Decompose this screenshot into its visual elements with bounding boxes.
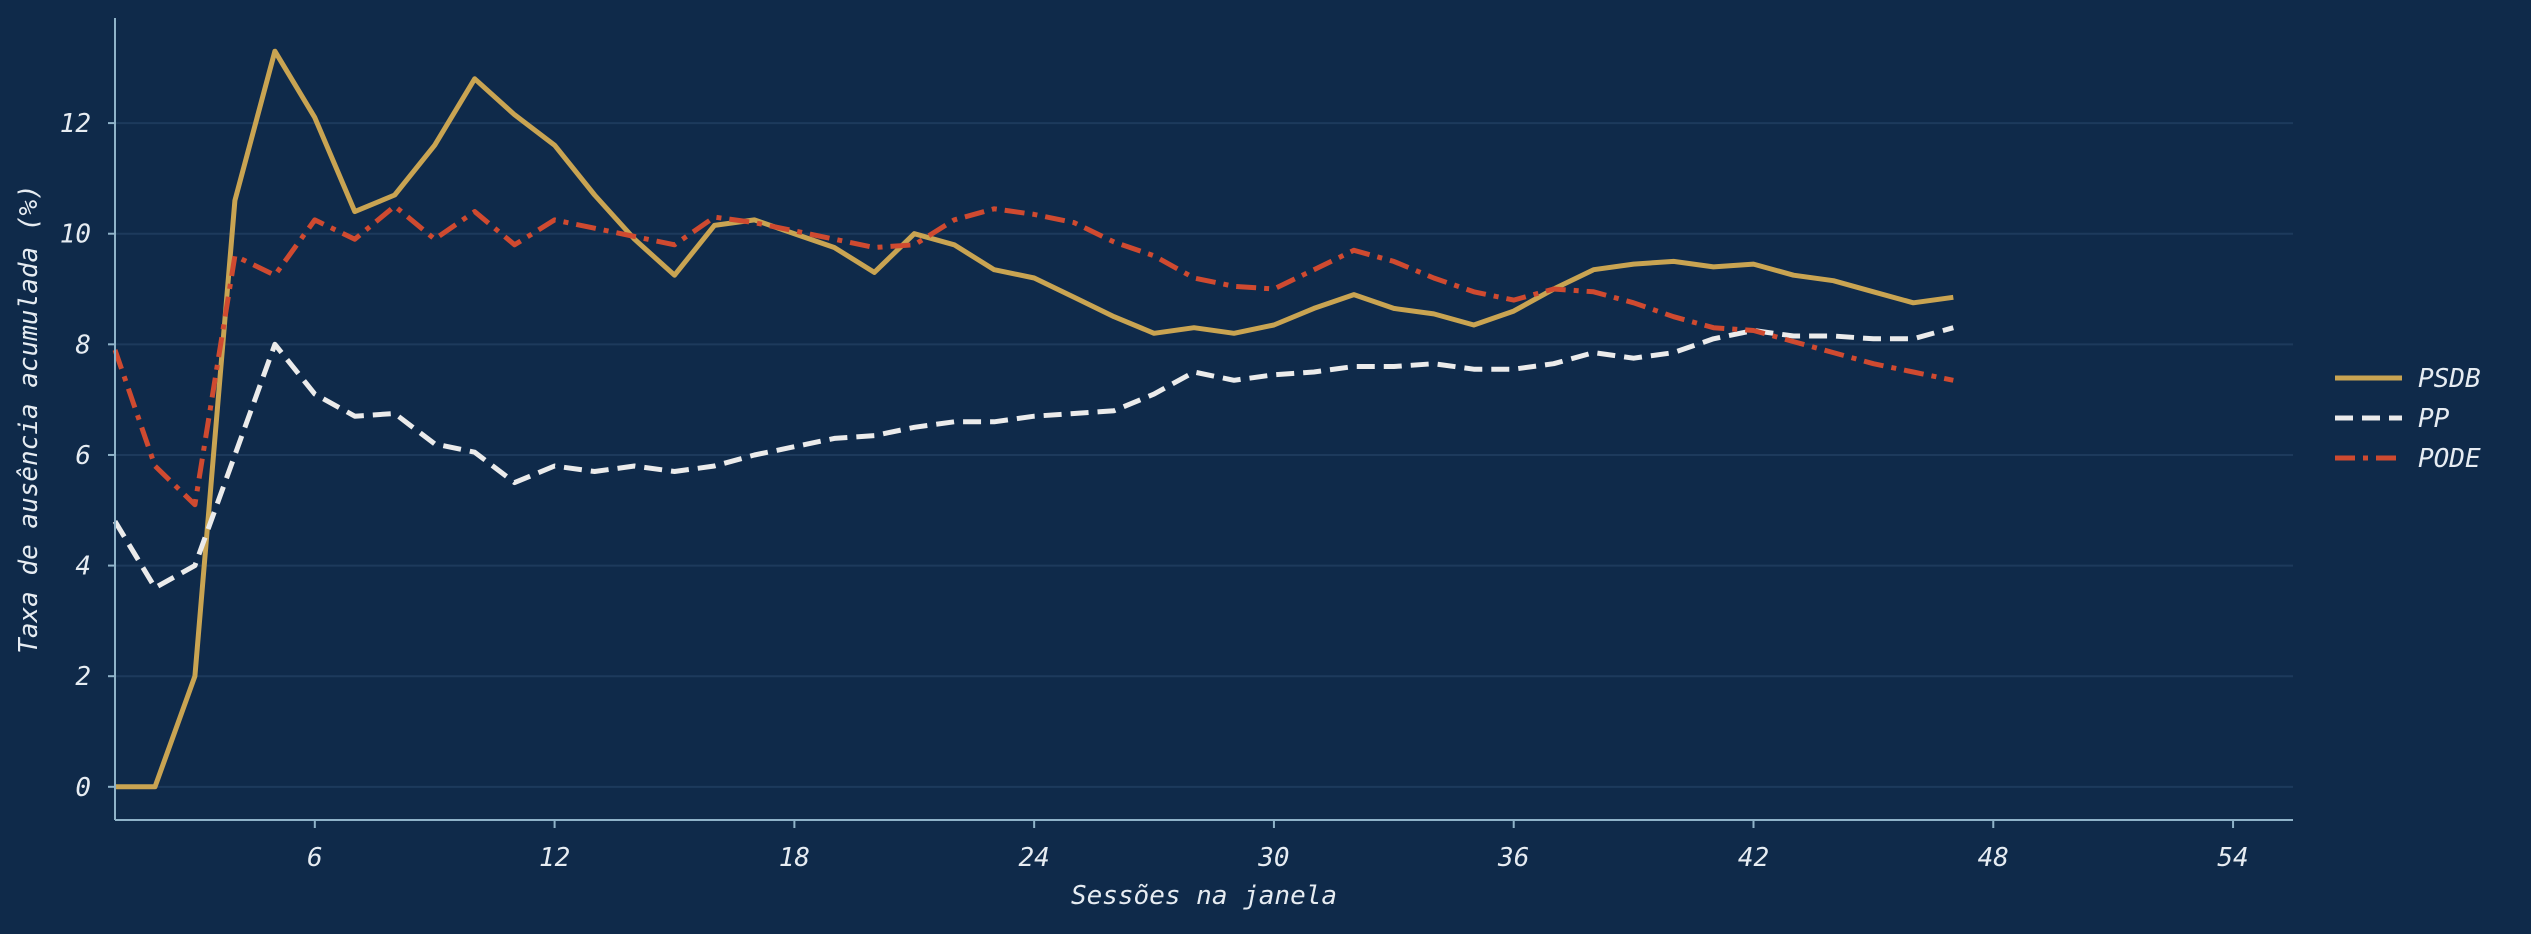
y-tick-label: 8 <box>75 330 91 360</box>
y-tick-label: 10 <box>60 220 91 250</box>
x-tick-label: 48 <box>1978 843 2009 873</box>
grid-layer <box>115 122 2293 788</box>
y-tick-label: 2 <box>75 662 91 692</box>
legend: PSDB PP PODE <box>2335 364 2481 474</box>
y-tick-label: 6 <box>75 441 91 471</box>
legend-label-pode: PODE <box>2418 444 2481 474</box>
series-line-psdb <box>115 48 1954 790</box>
x-tick-label: 6 <box>307 843 323 873</box>
y-tick-label: 0 <box>75 773 91 803</box>
x-tick-label: 42 <box>1738 843 1769 873</box>
series-line-pp <box>112 325 1954 591</box>
x-axis-label: Sessões na janela <box>1071 881 1337 911</box>
x-tick-label: 30 <box>1257 843 1289 873</box>
series-line-pode <box>112 203 1954 508</box>
axes-layer <box>114 18 2293 821</box>
x-tick-label: 36 <box>1497 843 1529 873</box>
series-layer <box>112 48 1954 790</box>
legend-label-psdb: PSDB <box>2418 364 2481 394</box>
x-tick-label: 24 <box>1018 843 1049 873</box>
y-axis-label: Taxa de ausência acumulada (%) <box>14 184 44 654</box>
x-tick-label: 18 <box>779 843 810 873</box>
y-tick-label: 4 <box>75 552 91 582</box>
x-tick-label: 12 <box>539 843 570 873</box>
x-tick-label: 54 <box>2217 843 2248 873</box>
legend-label-pp: PP <box>2418 404 2450 434</box>
y-tick-label: 12 <box>60 109 91 139</box>
